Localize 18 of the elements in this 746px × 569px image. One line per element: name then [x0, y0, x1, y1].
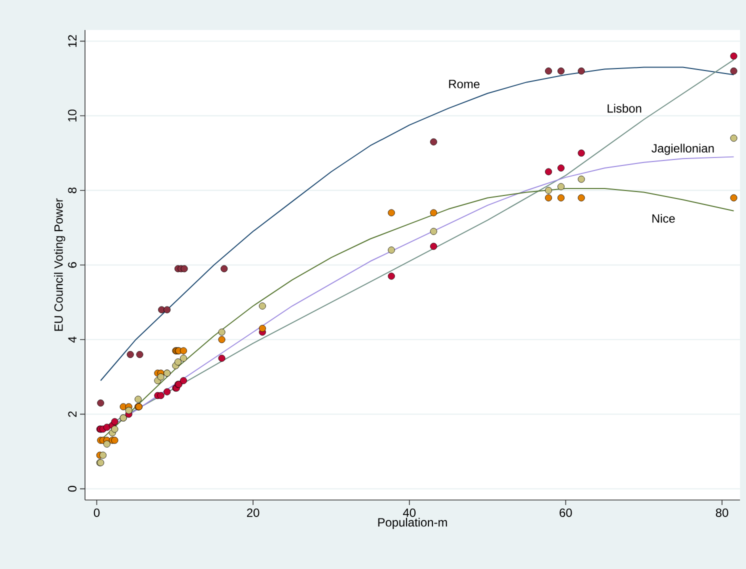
- x-tick-label: 80: [716, 508, 728, 517]
- x-tick-label: 0: [94, 508, 100, 517]
- y-tick-label: 10: [68, 110, 76, 122]
- y-tick-label: 12: [68, 35, 76, 47]
- x-tick-label: 20: [247, 508, 260, 517]
- x-tick-label: 40: [403, 508, 416, 517]
- y-tick-label: 2: [68, 411, 76, 417]
- x-tick-label: 60: [560, 508, 572, 517]
- y-tick-label: 4: [68, 336, 76, 343]
- series-label: Jagiellonian: [652, 144, 714, 155]
- y-tick-label: 0: [68, 486, 76, 492]
- y-tick-label: 8: [68, 188, 76, 194]
- series-label: Lisbon: [608, 104, 642, 113]
- y-tick-label: 6: [68, 262, 76, 268]
- y-axis-title: EU Council Voting Power: [54, 198, 66, 331]
- series-label: Rome: [449, 80, 480, 88]
- x-axis-title: Population-m: [378, 518, 447, 529]
- series-label: Nice: [652, 214, 675, 223]
